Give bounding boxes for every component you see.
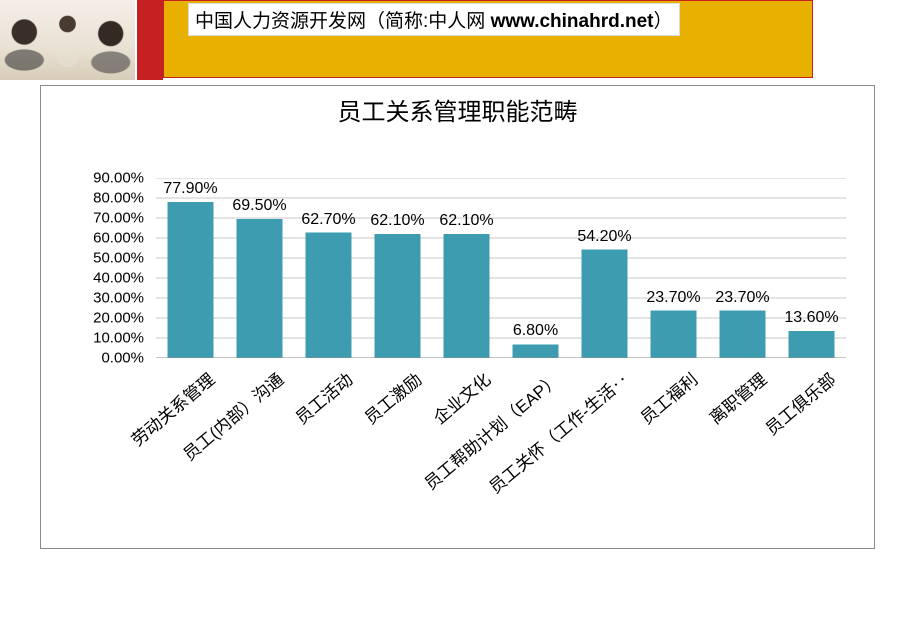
data-label: 62.10% bbox=[439, 212, 493, 230]
bar bbox=[651, 311, 697, 358]
bar bbox=[306, 233, 352, 358]
y-tick: 10.00% bbox=[54, 330, 144, 347]
y-tick: 50.00% bbox=[54, 250, 144, 267]
y-tick: 80.00% bbox=[54, 190, 144, 207]
data-label: 62.10% bbox=[370, 212, 424, 230]
data-label: 62.70% bbox=[301, 211, 355, 229]
header-red-strip bbox=[137, 0, 163, 80]
data-label: 23.70% bbox=[646, 289, 700, 307]
header-title-url: www.chinahrd.net bbox=[491, 11, 654, 32]
bars bbox=[168, 202, 835, 358]
bar bbox=[237, 219, 283, 358]
y-tick: 0.00% bbox=[54, 350, 144, 367]
header-title-prefix: 中国人力资源开发网（简称:中人网 bbox=[195, 11, 491, 32]
data-label: 6.80% bbox=[513, 322, 558, 340]
bar bbox=[168, 202, 214, 358]
bar bbox=[720, 311, 766, 358]
y-tick: 30.00% bbox=[54, 290, 144, 307]
header-title: 中国人力资源开发网（简称:中人网 www.chinahrd.net） bbox=[188, 3, 680, 36]
page-header: 中国人力资源开发网（简称:中人网 www.chinahrd.net） bbox=[0, 0, 920, 80]
y-tick: 20.00% bbox=[54, 310, 144, 327]
header-title-suffix: ） bbox=[653, 11, 672, 32]
chart-title: 员工关系管理职能范畴 bbox=[41, 92, 874, 127]
header-photo bbox=[0, 0, 135, 80]
y-tick: 70.00% bbox=[54, 210, 144, 227]
bar bbox=[513, 344, 559, 358]
bar bbox=[582, 250, 628, 358]
chart-frame: 员工关系管理职能范畴 0.00% 10.00% 20.00% 30.00% 40.00%… bbox=[40, 85, 875, 549]
data-label: 77.90% bbox=[163, 180, 217, 198]
data-label: 23.70% bbox=[715, 289, 769, 307]
bar bbox=[444, 234, 490, 358]
data-label: 13.60% bbox=[784, 309, 838, 327]
bar bbox=[789, 331, 835, 358]
bar bbox=[375, 234, 421, 358]
data-label: 69.50% bbox=[232, 197, 286, 215]
data-label: 54.20% bbox=[577, 228, 631, 246]
y-tick: 40.00% bbox=[54, 270, 144, 287]
y-tick: 60.00% bbox=[54, 230, 144, 247]
y-tick: 90.00% bbox=[54, 170, 144, 187]
